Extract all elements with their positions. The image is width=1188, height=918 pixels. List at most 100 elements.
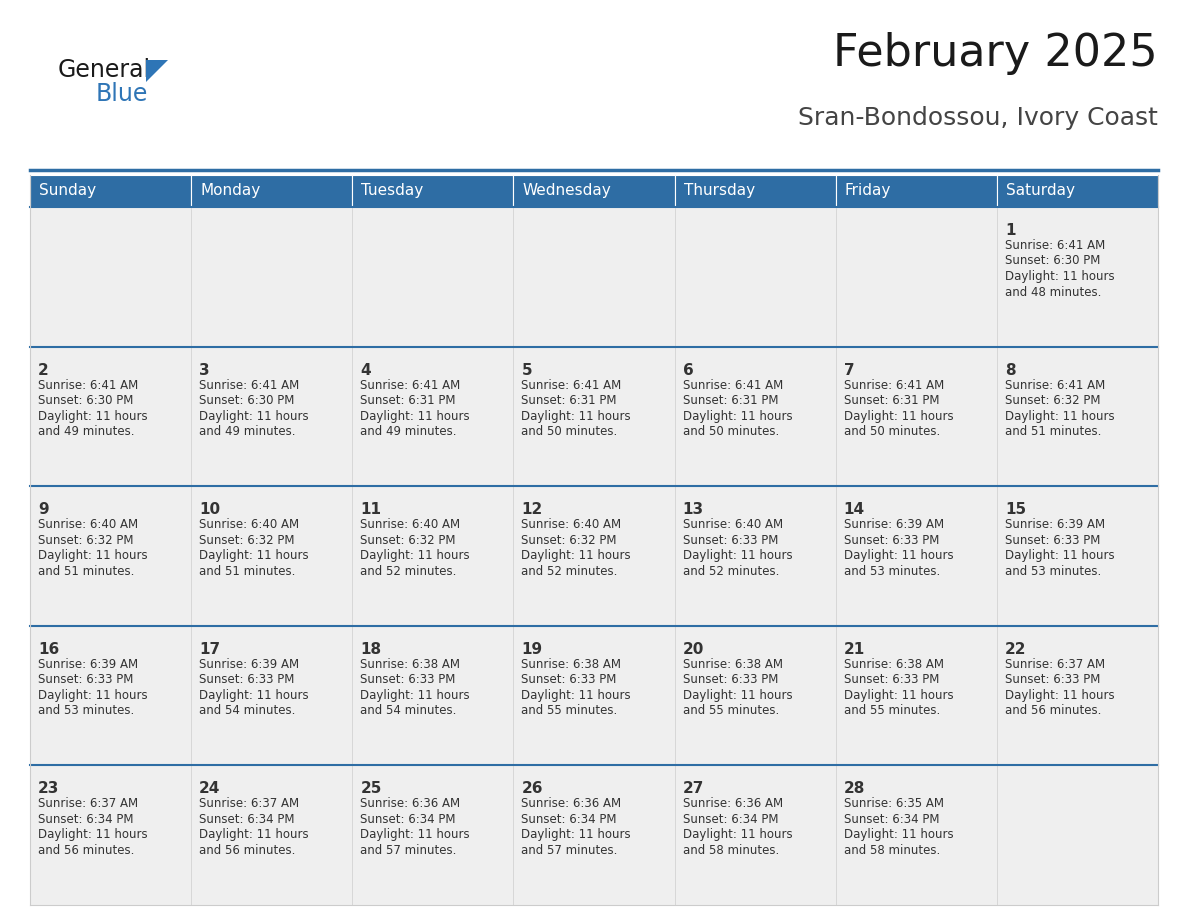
Text: Sunrise: 6:41 AM: Sunrise: 6:41 AM	[843, 378, 944, 392]
Bar	[997, 487, 1158, 626]
Text: 16: 16	[38, 642, 59, 656]
Bar	[191, 487, 353, 626]
Text: Sunrise: 6:38 AM: Sunrise: 6:38 AM	[683, 658, 783, 671]
Text: Daylight: 11 hours: Daylight: 11 hours	[360, 688, 470, 701]
Text: Sunrise: 6:39 AM: Sunrise: 6:39 AM	[200, 658, 299, 671]
Text: Sunset: 6:31 PM: Sunset: 6:31 PM	[360, 394, 456, 407]
Text: and 58 minutes.: and 58 minutes.	[843, 844, 940, 856]
Text: Daylight: 11 hours: Daylight: 11 hours	[1005, 549, 1114, 562]
Text: 5: 5	[522, 363, 532, 377]
Text: 17: 17	[200, 642, 220, 656]
Text: Sunrise: 6:41 AM: Sunrise: 6:41 AM	[1005, 378, 1105, 392]
Text: 28: 28	[843, 781, 865, 797]
Bar	[513, 626, 675, 766]
Text: Sunset: 6:32 PM: Sunset: 6:32 PM	[200, 533, 295, 547]
Text: 8: 8	[1005, 363, 1016, 377]
Text: Daylight: 11 hours: Daylight: 11 hours	[843, 828, 953, 842]
Bar	[30, 347, 191, 487]
Text: 22: 22	[1005, 642, 1026, 656]
Text: Daylight: 11 hours: Daylight: 11 hours	[1005, 409, 1114, 422]
Text: Sunrise: 6:38 AM: Sunrise: 6:38 AM	[522, 658, 621, 671]
Bar	[835, 207, 997, 347]
Bar	[997, 347, 1158, 487]
Text: 23: 23	[38, 781, 59, 797]
Bar	[191, 207, 353, 347]
Text: Sunset: 6:33 PM: Sunset: 6:33 PM	[1005, 533, 1100, 547]
Text: Daylight: 11 hours: Daylight: 11 hours	[200, 409, 309, 422]
Bar	[513, 207, 675, 347]
Bar	[513, 766, 675, 905]
Text: Sunrise: 6:39 AM: Sunrise: 6:39 AM	[1005, 518, 1105, 532]
Text: Sunset: 6:32 PM: Sunset: 6:32 PM	[522, 533, 617, 547]
Bar	[353, 347, 513, 487]
Text: 20: 20	[683, 642, 704, 656]
Text: Daylight: 11 hours: Daylight: 11 hours	[38, 688, 147, 701]
Text: 14: 14	[843, 502, 865, 517]
Text: Sunrise: 6:37 AM: Sunrise: 6:37 AM	[200, 798, 299, 811]
Text: Sunset: 6:31 PM: Sunset: 6:31 PM	[683, 394, 778, 407]
Text: Sunset: 6:31 PM: Sunset: 6:31 PM	[843, 394, 940, 407]
Text: Thursday: Thursday	[683, 184, 754, 198]
Bar	[353, 766, 513, 905]
Text: Daylight: 11 hours: Daylight: 11 hours	[522, 688, 631, 701]
Bar	[675, 175, 835, 207]
Text: and 53 minutes.: and 53 minutes.	[1005, 565, 1101, 577]
Text: 21: 21	[843, 642, 865, 656]
Text: 11: 11	[360, 502, 381, 517]
Text: and 51 minutes.: and 51 minutes.	[38, 565, 134, 577]
Text: and 49 minutes.: and 49 minutes.	[360, 425, 456, 438]
Bar	[997, 175, 1158, 207]
Text: February 2025: February 2025	[833, 32, 1158, 75]
Text: 4: 4	[360, 363, 371, 377]
Text: Sunset: 6:30 PM: Sunset: 6:30 PM	[200, 394, 295, 407]
Text: Sunset: 6:34 PM: Sunset: 6:34 PM	[200, 813, 295, 826]
Text: Sunset: 6:33 PM: Sunset: 6:33 PM	[1005, 673, 1100, 687]
Bar	[353, 175, 513, 207]
Text: Daylight: 11 hours: Daylight: 11 hours	[360, 549, 470, 562]
Bar	[835, 175, 997, 207]
Text: Sunrise: 6:40 AM: Sunrise: 6:40 AM	[360, 518, 461, 532]
Text: Sunrise: 6:40 AM: Sunrise: 6:40 AM	[522, 518, 621, 532]
Text: 24: 24	[200, 781, 221, 797]
Text: Daylight: 11 hours: Daylight: 11 hours	[1005, 270, 1114, 283]
Text: 27: 27	[683, 781, 704, 797]
Text: Sunset: 6:33 PM: Sunset: 6:33 PM	[200, 673, 295, 687]
Text: Daylight: 11 hours: Daylight: 11 hours	[360, 409, 470, 422]
Text: and 52 minutes.: and 52 minutes.	[360, 565, 456, 577]
Bar	[675, 487, 835, 626]
Text: Sunset: 6:32 PM: Sunset: 6:32 PM	[1005, 394, 1100, 407]
Text: Sunrise: 6:35 AM: Sunrise: 6:35 AM	[843, 798, 943, 811]
Text: Sunrise: 6:36 AM: Sunrise: 6:36 AM	[683, 798, 783, 811]
Text: Sunset: 6:31 PM: Sunset: 6:31 PM	[522, 394, 617, 407]
Text: Sunrise: 6:41 AM: Sunrise: 6:41 AM	[360, 378, 461, 392]
Text: Daylight: 11 hours: Daylight: 11 hours	[843, 688, 953, 701]
Text: Sunset: 6:33 PM: Sunset: 6:33 PM	[683, 673, 778, 687]
Text: Sunrise: 6:38 AM: Sunrise: 6:38 AM	[360, 658, 460, 671]
Text: and 50 minutes.: and 50 minutes.	[843, 425, 940, 438]
Text: Daylight: 11 hours: Daylight: 11 hours	[843, 549, 953, 562]
Text: 12: 12	[522, 502, 543, 517]
Text: Sunset: 6:34 PM: Sunset: 6:34 PM	[683, 813, 778, 826]
Bar	[191, 347, 353, 487]
Text: Sran-Bondossou, Ivory Coast: Sran-Bondossou, Ivory Coast	[798, 106, 1158, 130]
Bar	[30, 175, 191, 207]
Bar	[30, 626, 191, 766]
Text: Sunset: 6:32 PM: Sunset: 6:32 PM	[360, 533, 456, 547]
Text: Saturday: Saturday	[1006, 184, 1075, 198]
Text: 7: 7	[843, 363, 854, 377]
Text: Sunrise: 6:41 AM: Sunrise: 6:41 AM	[522, 378, 621, 392]
Text: 19: 19	[522, 642, 543, 656]
Bar	[30, 487, 191, 626]
Text: 18: 18	[360, 642, 381, 656]
Text: and 55 minutes.: and 55 minutes.	[522, 704, 618, 717]
Text: and 58 minutes.: and 58 minutes.	[683, 844, 779, 856]
Text: Wednesday: Wednesday	[523, 184, 611, 198]
Bar	[513, 347, 675, 487]
Text: and 51 minutes.: and 51 minutes.	[1005, 425, 1101, 438]
Text: Daylight: 11 hours: Daylight: 11 hours	[200, 688, 309, 701]
Bar	[835, 347, 997, 487]
Text: Daylight: 11 hours: Daylight: 11 hours	[200, 549, 309, 562]
Bar	[191, 766, 353, 905]
Text: 10: 10	[200, 502, 220, 517]
Text: Daylight: 11 hours: Daylight: 11 hours	[843, 409, 953, 422]
